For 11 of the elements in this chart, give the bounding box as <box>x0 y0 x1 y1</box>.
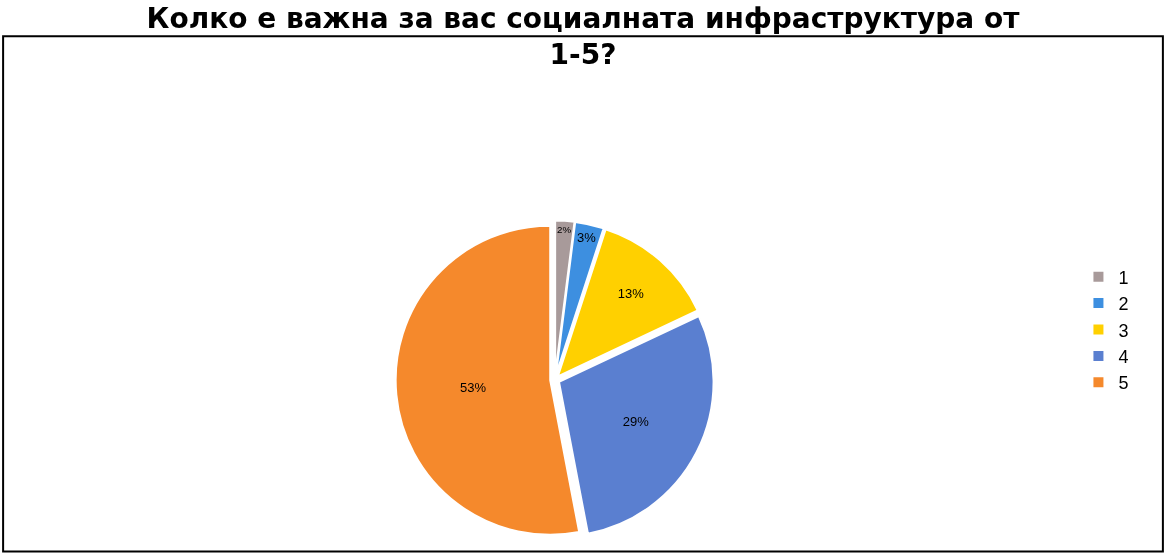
legend-label: 1 <box>1118 267 1129 288</box>
legend-label: 2 <box>1118 294 1129 315</box>
data-label: 2% <box>557 224 572 236</box>
chart-title: Колко е важна за вас социалната инфраструктура от 1-5? <box>146 1 1021 72</box>
data-label: 3% <box>577 229 597 245</box>
data-label: 29% <box>622 413 650 429</box>
data-label: 53% <box>460 379 487 395</box>
legend-label: 4 <box>1118 346 1129 367</box>
legend-label: 5 <box>1118 373 1129 394</box>
legend-label: 3 <box>1118 320 1129 341</box>
data-label: 13% <box>617 285 645 301</box>
